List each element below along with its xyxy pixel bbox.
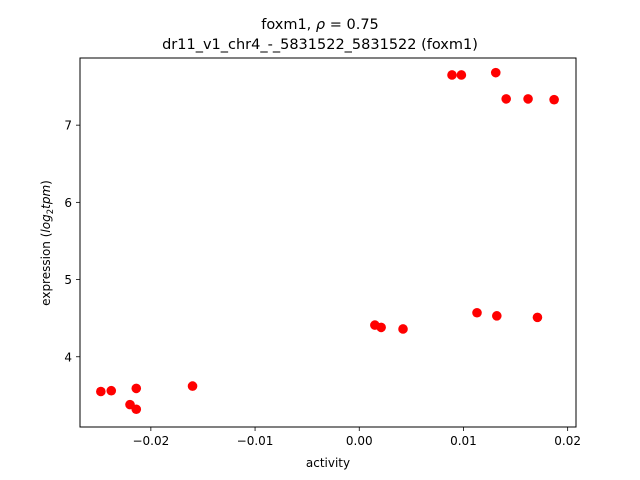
chart-title-line2: dr11_v1_chr4_-_5831522_5831522 (foxm1) [162, 37, 478, 53]
y-label-tpm: tpm [39, 185, 53, 209]
y-label-prefix: expression ( [39, 233, 53, 306]
data-point [131, 383, 142, 394]
x-tick-label: 0.00 [346, 434, 373, 448]
data-point [523, 94, 533, 104]
data-point [106, 385, 117, 396]
data-point [398, 324, 408, 334]
data-point [492, 311, 502, 321]
data-point [490, 67, 501, 78]
data-point [456, 70, 467, 80]
data-point [532, 312, 543, 323]
data-point [472, 307, 482, 318]
data-point [376, 322, 386, 333]
data-point [96, 386, 106, 397]
x-tick-label: −0.02 [132, 434, 169, 448]
chart-title-line1: foxm1, ρ = 0.75 [261, 17, 379, 33]
x-axis-label: activity [306, 456, 350, 470]
y-axis-label: expression (log2tpm) [39, 180, 56, 306]
title-rho-value: = 0.75 [325, 17, 379, 33]
points-group [96, 67, 559, 415]
data-point [447, 70, 457, 80]
y-tick-label: 6 [64, 196, 72, 210]
data-point [131, 404, 142, 415]
title-gene: foxm1, [261, 17, 316, 33]
x-tick-label: 0.01 [450, 434, 477, 448]
data-point [501, 94, 511, 104]
y-tick-label: 4 [64, 350, 72, 364]
y-tick-label: 7 [64, 119, 72, 133]
data-point [549, 94, 559, 105]
title-rho: ρ [316, 17, 326, 33]
plot-frame [79, 57, 577, 428]
data-point [187, 381, 198, 391]
x-tick-label: −0.01 [237, 434, 274, 448]
y-label-suffix: ) [39, 180, 53, 185]
ticks-group: −0.02 −0.01 0.00 0.01 0.02 4 5 6 7 [64, 119, 581, 448]
x-tick-label: 0.02 [554, 434, 581, 448]
y-label-log: log [39, 214, 53, 233]
y-label-sub: 2 [46, 209, 56, 214]
y-tick-label: 5 [64, 273, 72, 287]
